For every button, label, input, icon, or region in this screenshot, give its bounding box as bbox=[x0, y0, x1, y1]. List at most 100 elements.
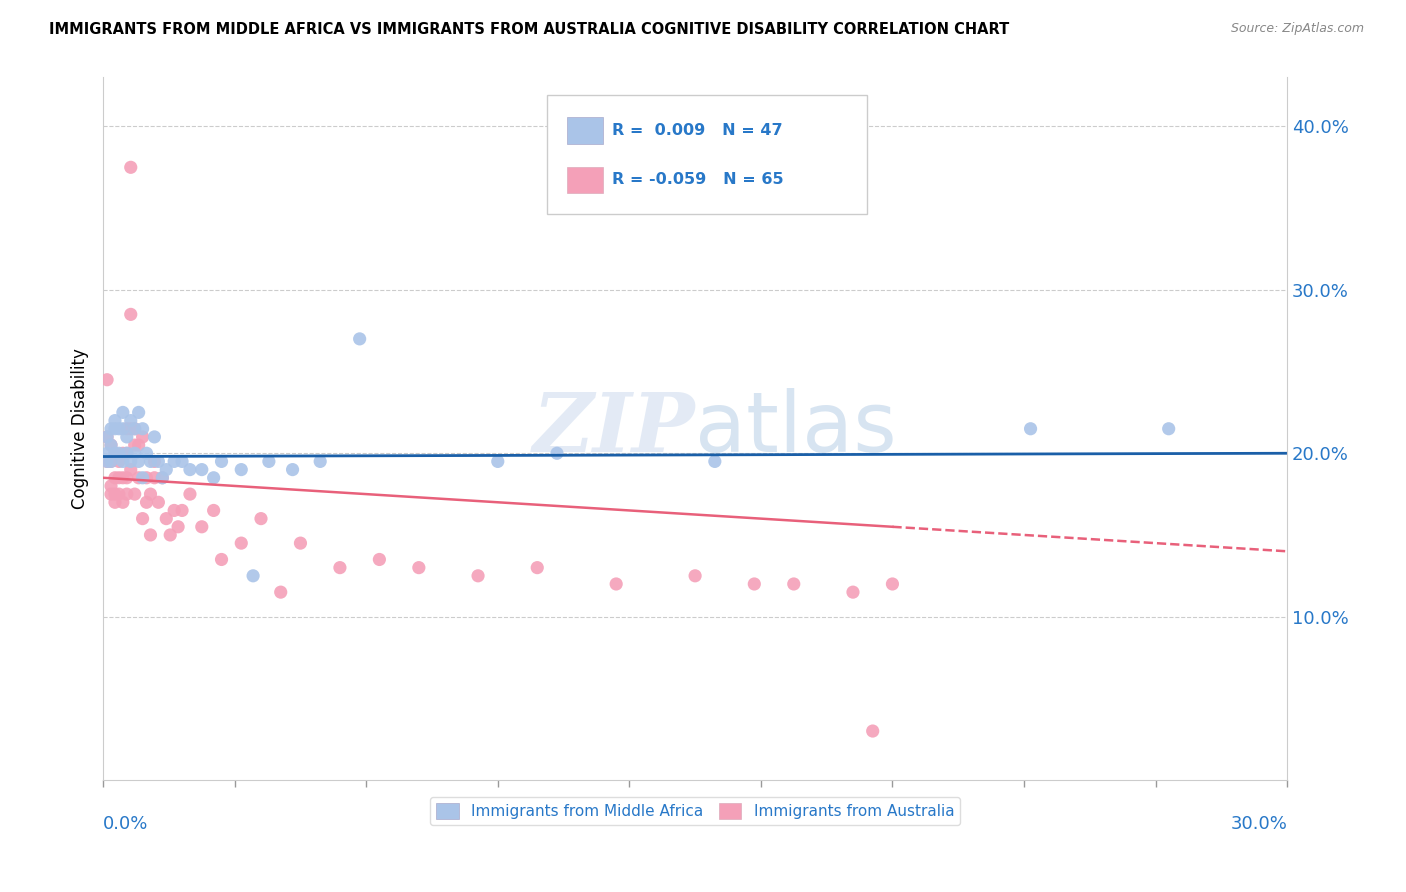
Point bbox=[104, 487, 127, 501]
FancyBboxPatch shape bbox=[567, 167, 603, 194]
Text: R =  0.009   N = 47: R = 0.009 N = 47 bbox=[612, 122, 783, 137]
Point bbox=[163, 454, 186, 468]
Point bbox=[526, 560, 548, 574]
Point bbox=[108, 422, 131, 436]
Point bbox=[862, 724, 884, 739]
Point bbox=[131, 511, 153, 525]
Point bbox=[349, 332, 371, 346]
Point bbox=[202, 471, 225, 485]
Point bbox=[124, 422, 146, 436]
Text: IMMIGRANTS FROM MIDDLE AFRICA VS IMMIGRANTS FROM AUSTRALIA COGNITIVE DISABILITY : IMMIGRANTS FROM MIDDLE AFRICA VS IMMIGRA… bbox=[49, 22, 1010, 37]
Point bbox=[124, 487, 146, 501]
Point bbox=[120, 414, 142, 428]
Point bbox=[211, 552, 233, 566]
Point bbox=[111, 454, 134, 468]
Point bbox=[159, 528, 181, 542]
Point bbox=[290, 536, 312, 550]
Point bbox=[111, 471, 134, 485]
Point bbox=[231, 462, 253, 476]
Point bbox=[329, 560, 352, 574]
Point bbox=[120, 454, 142, 468]
Point bbox=[135, 471, 157, 485]
Point bbox=[96, 430, 118, 444]
Point bbox=[120, 422, 142, 436]
Point bbox=[170, 503, 193, 517]
Point bbox=[167, 520, 190, 534]
Text: 0.0%: 0.0% bbox=[103, 815, 149, 833]
Point bbox=[131, 471, 153, 485]
FancyBboxPatch shape bbox=[567, 118, 603, 145]
Point bbox=[131, 422, 153, 436]
Point bbox=[148, 454, 170, 468]
Point bbox=[96, 454, 118, 468]
Point bbox=[546, 446, 568, 460]
Point bbox=[179, 487, 201, 501]
Point bbox=[139, 528, 162, 542]
Point bbox=[882, 577, 904, 591]
Point bbox=[111, 422, 134, 436]
Point bbox=[211, 454, 233, 468]
Point bbox=[408, 560, 430, 574]
Point bbox=[111, 446, 134, 460]
Y-axis label: Cognitive Disability: Cognitive Disability bbox=[72, 348, 89, 509]
Text: R = -0.059   N = 65: R = -0.059 N = 65 bbox=[612, 172, 785, 186]
Point bbox=[742, 577, 765, 591]
Point bbox=[150, 471, 173, 485]
Point bbox=[100, 454, 122, 468]
Point bbox=[150, 471, 173, 485]
Point bbox=[104, 471, 127, 485]
Point bbox=[115, 430, 138, 444]
Point bbox=[104, 446, 127, 460]
Point bbox=[143, 471, 166, 485]
Point bbox=[148, 495, 170, 509]
Point bbox=[163, 503, 186, 517]
Point bbox=[257, 454, 280, 468]
Point bbox=[128, 405, 150, 419]
Point bbox=[191, 462, 214, 476]
Point bbox=[104, 446, 127, 460]
Point bbox=[100, 487, 122, 501]
Point bbox=[143, 454, 166, 468]
Point bbox=[155, 511, 177, 525]
Point bbox=[1019, 422, 1042, 436]
Point bbox=[96, 446, 118, 460]
Point bbox=[281, 462, 304, 476]
Point bbox=[115, 422, 138, 436]
Point bbox=[120, 307, 142, 321]
Point bbox=[1157, 422, 1180, 436]
Point bbox=[96, 454, 118, 468]
Point bbox=[135, 495, 157, 509]
Point bbox=[124, 446, 146, 460]
Point bbox=[124, 422, 146, 436]
Legend: Immigrants from Middle Africa, Immigrants from Australia: Immigrants from Middle Africa, Immigrant… bbox=[430, 797, 960, 825]
Point bbox=[250, 511, 273, 525]
Point bbox=[96, 430, 118, 444]
Point bbox=[270, 585, 292, 599]
Point bbox=[115, 487, 138, 501]
Point bbox=[104, 422, 127, 436]
Point bbox=[120, 462, 142, 476]
Point bbox=[111, 405, 134, 419]
Point bbox=[100, 479, 122, 493]
Point bbox=[115, 446, 138, 460]
Point bbox=[842, 585, 865, 599]
Point bbox=[467, 569, 489, 583]
Point bbox=[309, 454, 332, 468]
Point bbox=[179, 462, 201, 476]
Text: atlas: atlas bbox=[695, 388, 897, 469]
Point bbox=[135, 446, 157, 460]
Point bbox=[111, 495, 134, 509]
Point bbox=[115, 471, 138, 485]
Point bbox=[368, 552, 391, 566]
Point bbox=[100, 438, 122, 452]
Point bbox=[231, 536, 253, 550]
Point bbox=[96, 373, 118, 387]
Point bbox=[128, 454, 150, 468]
Text: 30.0%: 30.0% bbox=[1230, 815, 1286, 833]
Point bbox=[108, 454, 131, 468]
Point bbox=[124, 438, 146, 452]
Point bbox=[108, 446, 131, 460]
Point bbox=[104, 495, 127, 509]
Text: Source: ZipAtlas.com: Source: ZipAtlas.com bbox=[1230, 22, 1364, 36]
Point bbox=[683, 569, 706, 583]
